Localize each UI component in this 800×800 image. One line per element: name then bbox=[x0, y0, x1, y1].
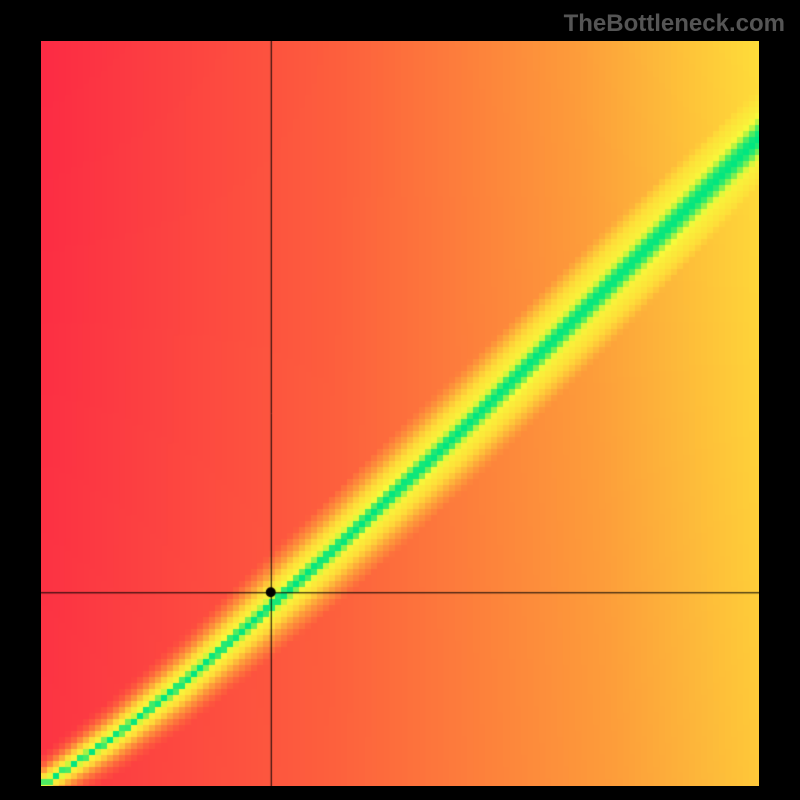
chart-container: TheBottleneck.com bbox=[0, 0, 800, 800]
plot-area bbox=[41, 41, 759, 786]
watermark-text: TheBottleneck.com bbox=[564, 10, 785, 38]
crosshair-overlay bbox=[41, 41, 759, 786]
